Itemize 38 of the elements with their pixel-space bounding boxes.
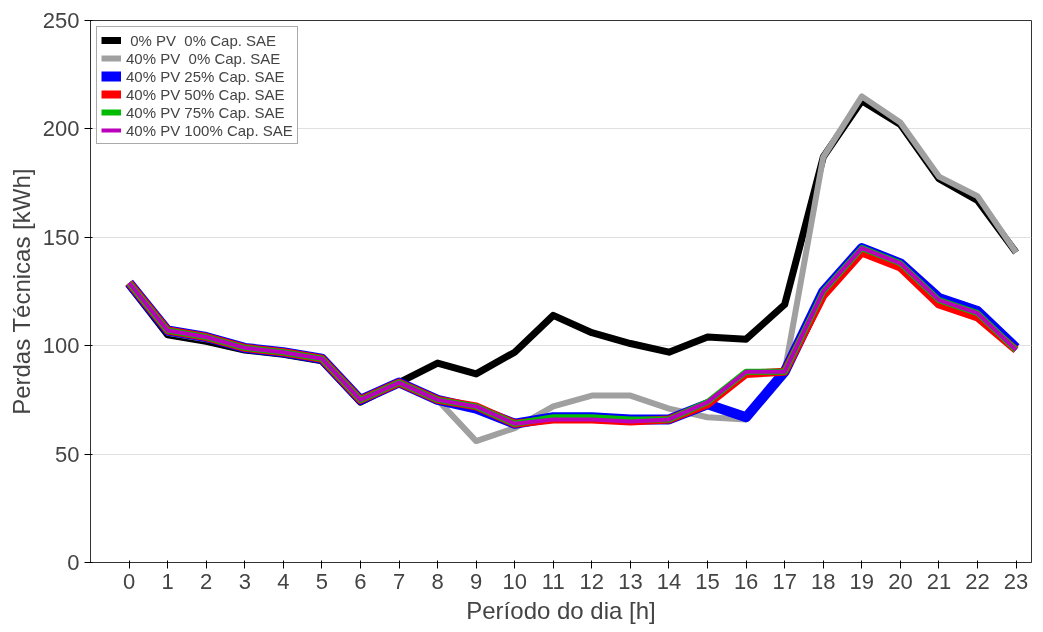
y-tick-label: 200 xyxy=(42,116,80,142)
y-tick-label: 250 xyxy=(42,8,80,33)
y-axis-title: Perdas Técnicas [kWh] xyxy=(7,168,35,415)
x-tick-label: 11 xyxy=(541,568,565,594)
x-tick-label: 19 xyxy=(849,568,875,594)
legend-label: 40% PV 0% Cap. SAE xyxy=(126,49,281,67)
legend-label: 40% PV 25% Cap. SAE xyxy=(126,67,285,85)
x-tick-label: 2 xyxy=(200,568,213,594)
x-tick-label: 12 xyxy=(579,568,605,594)
x-tick-label: 3 xyxy=(238,568,251,594)
x-tick-label: 13 xyxy=(618,568,643,594)
x-tick-label: 5 xyxy=(315,568,329,594)
legend-label: 40% PV 100% Cap. SAE xyxy=(126,121,293,139)
legend-label: 40% PV 75% Cap. SAE xyxy=(126,103,285,121)
x-tick-label: 15 xyxy=(695,568,720,594)
x-tick-label: 1 xyxy=(161,568,174,594)
x-axis-title: Período do dia [h] xyxy=(466,596,656,624)
x-tick-label: 23 xyxy=(1003,568,1029,594)
y-tick-label: 100 xyxy=(42,333,80,359)
x-tick-label: 10 xyxy=(502,568,527,594)
x-tick-label: 21 xyxy=(926,568,952,594)
x-tick-label: 20 xyxy=(888,568,913,594)
x-tick-label: 0 xyxy=(122,568,136,594)
x-tick-label: 22 xyxy=(965,568,990,594)
x-tick-label: 16 xyxy=(733,568,759,594)
legend-label: 0% PV 0% Cap. SAE xyxy=(129,31,277,49)
x-tick-label: 6 xyxy=(354,568,367,594)
y-tick-label: 150 xyxy=(42,224,80,250)
y-tick-label: 50 xyxy=(55,441,80,467)
x-tick-label: 18 xyxy=(811,568,836,594)
x-tick-label: 7 xyxy=(392,568,406,594)
x-tick-label: 14 xyxy=(656,568,682,594)
x-tick-label: 9 xyxy=(470,568,483,594)
y-tick-label: 0 xyxy=(67,550,80,575)
legend-label: 40% PV 50% Cap. SAE xyxy=(126,85,285,103)
x-tick-label: 17 xyxy=(772,568,797,594)
x-tick-label: 8 xyxy=(431,568,444,594)
x-tick-label: 4 xyxy=(277,568,290,594)
